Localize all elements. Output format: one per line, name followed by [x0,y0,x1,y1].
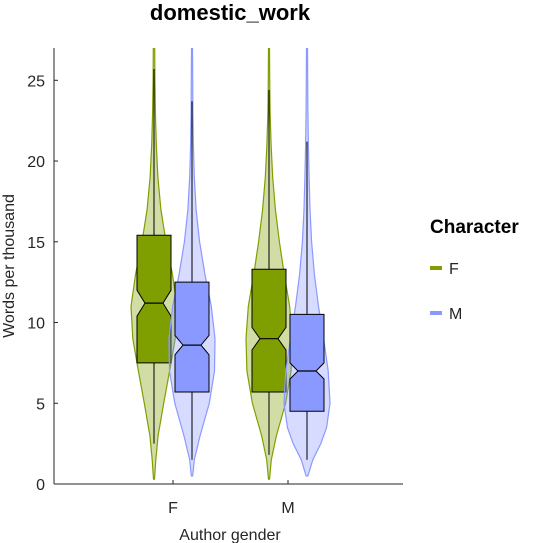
x-tick-label: F [168,500,178,517]
y-tick-label: 10 [27,316,45,333]
box-F-M [251,268,287,393]
y-tick-label: 20 [27,154,45,171]
y-axis-label: Words per thousand [1,194,18,338]
x-tick-label: M [281,500,294,517]
y-tick-label: 15 [27,235,45,252]
y-tick-label: 25 [27,73,45,90]
legend: Character F M [430,217,519,323]
box-F-F [136,234,172,364]
plot-area [130,48,331,480]
y-tick-label: 0 [36,477,45,494]
y-tick-label: 5 [36,396,45,413]
x-axis-label: Author gender [179,527,281,543]
legend-label-M: M [449,306,462,323]
y-axis: 0 5 10 15 20 25 [27,48,58,494]
box-M-M [289,313,325,412]
chart-title: domestic_work [150,0,311,25]
box-M-F [174,281,210,393]
legend-label-F: F [449,261,459,278]
legend-title: Character [430,217,519,238]
